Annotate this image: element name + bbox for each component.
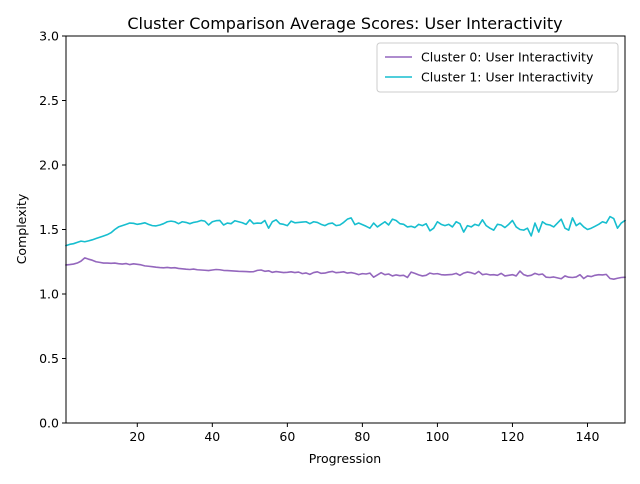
y-axis-label: Complexity (14, 193, 29, 264)
legend: Cluster 0: User Interactivity Cluster 1:… (376, 42, 619, 93)
series-line-cluster-0 (65, 257, 626, 280)
chart-title: Cluster Comparison Average Scores: User … (127, 14, 562, 33)
y-tick-label: 2.0 (39, 158, 59, 173)
legend-label-cluster-0: Cluster 0: User Interactivity (421, 50, 594, 65)
plot-frame (65, 35, 626, 424)
y-tick-label: 2.5 (39, 93, 59, 108)
y-tick-label: 0.0 (39, 416, 59, 431)
y-tick-label: 1.5 (39, 222, 59, 237)
series-line-cluster-1 (64, 215, 627, 247)
x-tick-label: 120 (501, 429, 525, 444)
x-tick-label: 60 (279, 429, 295, 444)
x-tick-label: 40 (204, 429, 220, 444)
legend-label-cluster-1: Cluster 1: User Interactivity (421, 70, 594, 85)
y-axis-ticks: 0.0 0.5 1.0 1.5 2.0 2.5 3.0 (39, 29, 66, 431)
x-tick-label: 100 (425, 429, 449, 444)
legend-box (376, 42, 619, 93)
x-tick-label: 140 (576, 429, 600, 444)
y-tick-label: 1.0 (39, 287, 59, 302)
x-tick-label: 20 (129, 429, 145, 444)
x-tick-label: 80 (354, 429, 370, 444)
series-layer (64, 215, 627, 280)
x-axis-label: Progression (309, 451, 381, 466)
y-tick-label: 0.5 (39, 351, 59, 366)
x-axis-ticks: 20 40 60 80 100 120 140 (129, 423, 599, 444)
y-tick-label: 3.0 (39, 29, 59, 44)
